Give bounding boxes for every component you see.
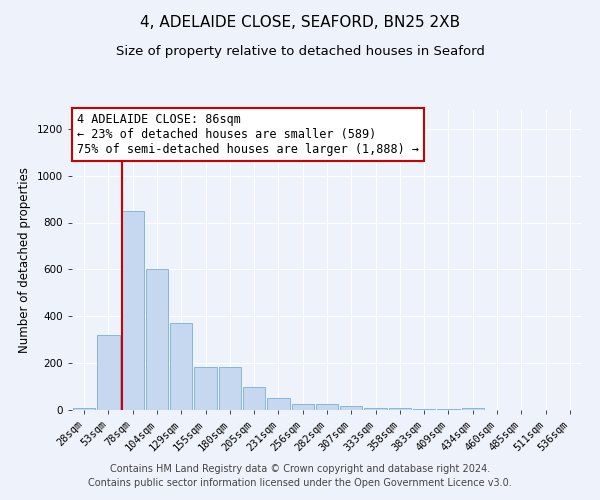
Bar [146, 270, 168, 410]
Bar [413, 409, 436, 410]
Bar [243, 386, 265, 410]
Bar [364, 408, 387, 410]
Text: Size of property relative to detached houses in Seaford: Size of property relative to detached ho… [116, 45, 484, 58]
Bar [170, 324, 193, 410]
Text: 4 ADELAIDE CLOSE: 86sqm
← 23% of detached houses are smaller (589)
75% of semi-d: 4 ADELAIDE CLOSE: 86sqm ← 23% of detache… [77, 113, 419, 156]
Bar [316, 404, 338, 410]
Bar [340, 406, 362, 410]
Y-axis label: Number of detached properties: Number of detached properties [18, 167, 31, 353]
Bar [437, 409, 460, 410]
Bar [461, 408, 484, 410]
Bar [218, 366, 241, 410]
Bar [73, 408, 95, 410]
Bar [122, 211, 144, 410]
Bar [292, 404, 314, 410]
Bar [267, 398, 290, 410]
Bar [97, 335, 119, 410]
Text: Contains HM Land Registry data © Crown copyright and database right 2024.
Contai: Contains HM Land Registry data © Crown c… [88, 464, 512, 487]
Bar [389, 408, 411, 410]
Bar [194, 366, 217, 410]
Text: 4, ADELAIDE CLOSE, SEAFORD, BN25 2XB: 4, ADELAIDE CLOSE, SEAFORD, BN25 2XB [140, 15, 460, 30]
